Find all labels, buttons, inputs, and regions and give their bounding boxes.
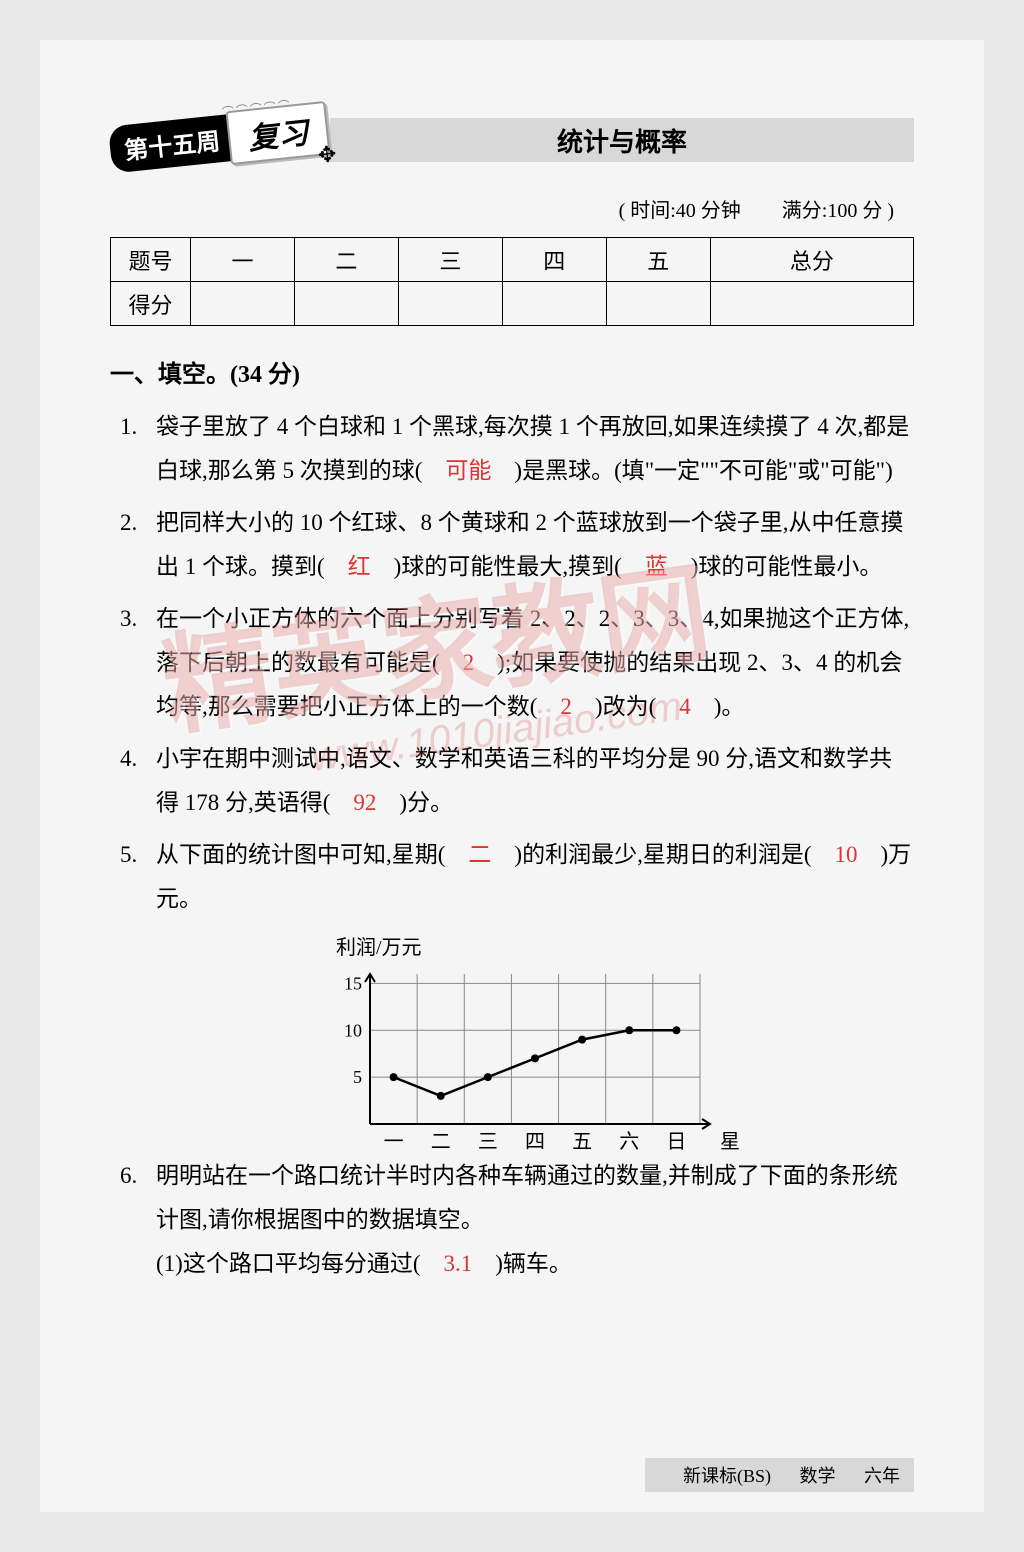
answer: 2 — [463, 650, 475, 675]
score-col: 一 — [191, 238, 295, 282]
q-num: 1. — [120, 405, 156, 493]
score-col: 三 — [398, 238, 502, 282]
svg-text:五: 五 — [572, 1131, 592, 1153]
page-footer: 新课标(BS) 数学 六年 — [645, 1458, 914, 1492]
q-text: 小宇在期中测试中,语文、数学和英语三科的平均分是 90 分,语文和数学共得 17… — [156, 746, 892, 815]
svg-text:10: 10 — [344, 1020, 362, 1040]
score-table: 题号 一 二 三 四 五 总分 得分 — [110, 237, 914, 326]
svg-text:星期: 星期 — [720, 1131, 740, 1153]
question-4: 4. 小宇在期中测试中,语文、数学和英语三科的平均分是 90 分,语文和数学共得… — [120, 737, 914, 825]
answer: 红 — [348, 554, 371, 579]
review-tag: 复习 — [225, 101, 330, 165]
q-text: )辆车。 — [472, 1251, 572, 1276]
line-chart: 利润/万元 51015一二三四五六日星期 — [330, 931, 730, 1144]
score-row2-label: 得分 — [111, 282, 191, 326]
question-3: 3. 在一个小正方体的六个面上分别写着 2、2、2、3、3、4,如果抛这个正方体… — [120, 597, 914, 729]
svg-text:三: 三 — [478, 1131, 498, 1153]
footer-subject: 数学 — [800, 1466, 836, 1486]
score-cell — [191, 282, 295, 326]
score-cell — [502, 282, 606, 326]
q-num: 2. — [120, 501, 156, 589]
week-badge: ⌒⌒⌒⌒⌒ 第十五周 复习 ✥ — [110, 100, 350, 180]
score-cell — [710, 282, 913, 326]
q-num: 6. — [120, 1154, 156, 1286]
svg-text:一: 一 — [384, 1131, 404, 1153]
svg-text:5: 5 — [353, 1067, 362, 1087]
answer: 92 — [353, 790, 376, 815]
svg-text:15: 15 — [344, 973, 362, 993]
q-text: 从下面的统计图中可知,星期( — [156, 842, 468, 867]
question-5: 5. 从下面的统计图中可知,星期( 二 )的利润最少,星期日的利润是( 10 )… — [120, 833, 914, 921]
score-col: 五 — [606, 238, 710, 282]
footer-std: 新课标(BS) — [683, 1466, 771, 1486]
answer: 可能 — [445, 458, 491, 483]
q-num: 5. — [120, 833, 156, 921]
q-text: 明明站在一个路口统计半时内各种车辆通过的数量,并制成了下面的条形统计图,请你根据… — [156, 1154, 914, 1242]
question-2: 2. 把同样大小的 10 个红球、8 个黄球和 2 个蓝球放到一个袋子里,从中任… — [120, 501, 914, 589]
week-label: 第十五周 — [108, 113, 240, 173]
answer: 2 — [560, 694, 572, 719]
score-cell — [606, 282, 710, 326]
chart-y-label: 利润/万元 — [336, 931, 730, 960]
q-text: )是黑球。(填"一定""不可能"或"可能") — [491, 458, 892, 483]
chapter-title: 统计与概率 — [330, 118, 914, 162]
q-num: 4. — [120, 737, 156, 825]
score-col: 四 — [502, 238, 606, 282]
svg-text:四: 四 — [525, 1131, 545, 1153]
q-num: 3. — [120, 597, 156, 729]
answer: 3.1 — [443, 1251, 472, 1276]
answer: 10 — [835, 842, 858, 867]
score-cell — [294, 282, 398, 326]
footer-grade: 六年 — [864, 1466, 900, 1486]
cursor-icon: ✥ — [317, 141, 338, 169]
q-text: )。 — [691, 694, 745, 719]
question-6: 6. 明明站在一个路口统计半时内各种车辆通过的数量,并制成了下面的条形统计图,请… — [120, 1154, 914, 1286]
answer: 二 — [468, 842, 491, 867]
answer: 4 — [679, 694, 691, 719]
section-1-title: 一、填空。(34 分) — [110, 354, 914, 389]
q-text: )球的可能性最大,摸到( — [371, 554, 645, 579]
time-score-row: ( 时间:40 分钟 满分:100 分 ) — [110, 194, 914, 223]
question-1: 1. 袋子里放了 4 个白球和 1 个黑球,每次摸 1 个再放回,如果连续摸了 … — [120, 405, 914, 493]
q-text: (1)这个路口平均每分通过( — [156, 1251, 443, 1276]
score-col: 总分 — [710, 238, 913, 282]
q-text: )改为( — [572, 694, 679, 719]
score-row1-label: 题号 — [111, 238, 191, 282]
fullscore-label: 满分:100 分 ) — [782, 200, 894, 222]
q-text: )的利润最少,星期日的利润是( — [491, 842, 834, 867]
time-label: ( 时间:40 分钟 — [619, 200, 741, 222]
chart-svg: 5 10 15 一 二 三 四 五 六 日 星期 — [330, 964, 740, 1154]
q-text: )分。 — [376, 790, 453, 815]
svg-text:二: 二 — [431, 1131, 451, 1153]
q-text: )球的可能性最小。 — [668, 554, 883, 579]
score-col: 二 — [294, 238, 398, 282]
svg-text:六: 六 — [619, 1130, 639, 1153]
answer: 蓝 — [645, 554, 668, 579]
svg-text:日: 日 — [666, 1131, 686, 1153]
score-cell — [398, 282, 502, 326]
